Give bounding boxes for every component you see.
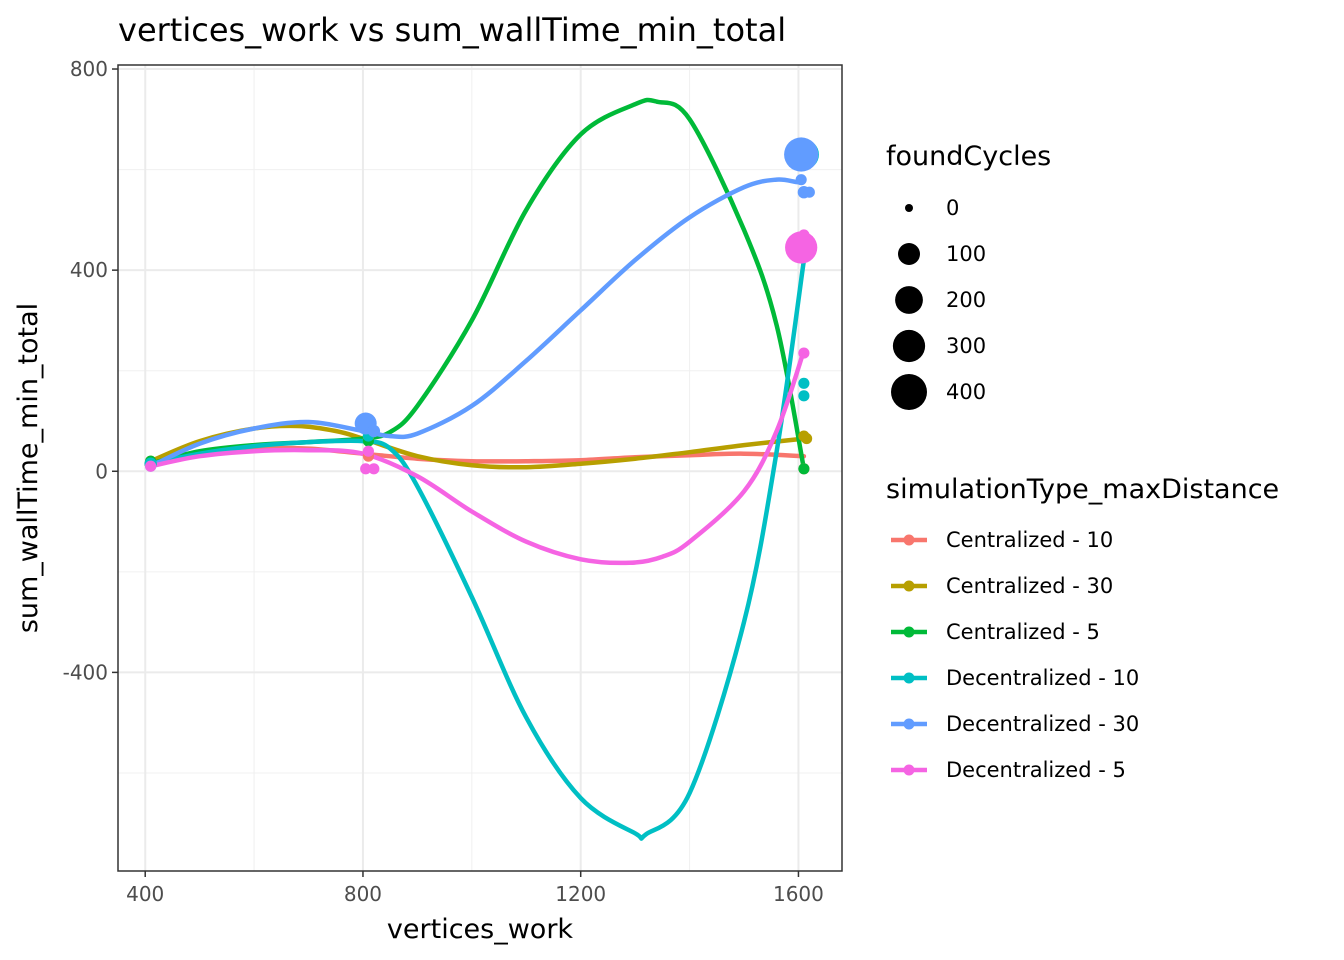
size-legend-key (895, 286, 923, 314)
data-point (803, 186, 815, 198)
y-tick-label: 400 (70, 258, 108, 282)
size-legend: foundCycles 0 100 200 300 400 (886, 141, 1051, 410)
size-legend-label: 0 (946, 196, 959, 220)
x-tick-label: 800 (344, 882, 382, 906)
data-point (795, 174, 807, 186)
plot-panel (117, 64, 843, 872)
y-axis-title: sum_wallTime_min_total (13, 303, 44, 633)
data-point (785, 231, 818, 264)
y-tick-label: 800 (70, 57, 108, 81)
size-legend-label: 200 (946, 288, 986, 312)
x-tick-label: 400 (126, 882, 164, 906)
data-point (362, 445, 374, 457)
color-legend-label: Centralized - 30 (946, 574, 1113, 598)
color-legend-items: Centralized - 10 Centralized - 30 Centrali… (891, 528, 1139, 782)
color-legend-label: Decentralized - 30 (946, 712, 1139, 736)
chart-title: vertices_work vs sum_wallTime_min_total (118, 11, 786, 49)
y-axis: -400 0 400 800 (63, 57, 118, 684)
smooth-line (148, 257, 807, 841)
size-legend-label: 300 (946, 334, 986, 358)
data-point (801, 433, 813, 445)
size-legend-key (891, 374, 927, 410)
size-legend-title: foundCycles (886, 141, 1051, 172)
smooth-line (148, 348, 807, 566)
data-point (798, 347, 810, 359)
x-tick-label: 1600 (773, 882, 824, 906)
y-tick-label: -400 (63, 660, 108, 684)
color-legend-label: Decentralized - 5 (946, 758, 1126, 782)
color-legend-label: Decentralized - 10 (946, 666, 1139, 690)
data-point (367, 424, 381, 438)
data-point (798, 463, 810, 475)
color-legend-dot (903, 672, 915, 684)
size-legend-key (892, 329, 926, 363)
size-legend-items: 0 100 200 300 400 (891, 196, 986, 410)
color-legend: simulationType_maxDistance Centralized -… (886, 474, 1279, 782)
color-legend-label: Centralized - 5 (946, 620, 1100, 644)
smooth-lines (148, 97, 807, 841)
x-axis-title: vertices_work (387, 914, 574, 945)
grid-minor (118, 65, 842, 871)
x-axis: 400 800 1200 1600 (126, 871, 824, 906)
color-legend-dot (903, 718, 915, 730)
points (144, 137, 819, 475)
color-legend-dot (903, 534, 915, 546)
size-legend-key (905, 204, 913, 212)
color-legend-dot (903, 764, 915, 776)
data-point (800, 145, 819, 164)
data-point (145, 460, 157, 472)
data-point (798, 390, 810, 402)
data-point (798, 377, 810, 389)
size-legend-label: 100 (946, 242, 986, 266)
data-point (368, 463, 380, 475)
color-legend-label: Centralized - 10 (946, 528, 1113, 552)
size-legend-label: 400 (946, 380, 986, 404)
x-tick-label: 1200 (555, 882, 606, 906)
color-legend-dot (903, 580, 915, 592)
smooth-line (148, 177, 807, 469)
y-tick-label: 0 (95, 459, 108, 483)
color-legend-title: simulationType_maxDistance (886, 474, 1279, 505)
data-point (360, 463, 372, 475)
panel-border (117, 64, 843, 872)
data-point (798, 229, 810, 241)
smooth-line (148, 445, 807, 466)
color-legend-dot (903, 626, 915, 638)
size-legend-key (898, 243, 920, 265)
